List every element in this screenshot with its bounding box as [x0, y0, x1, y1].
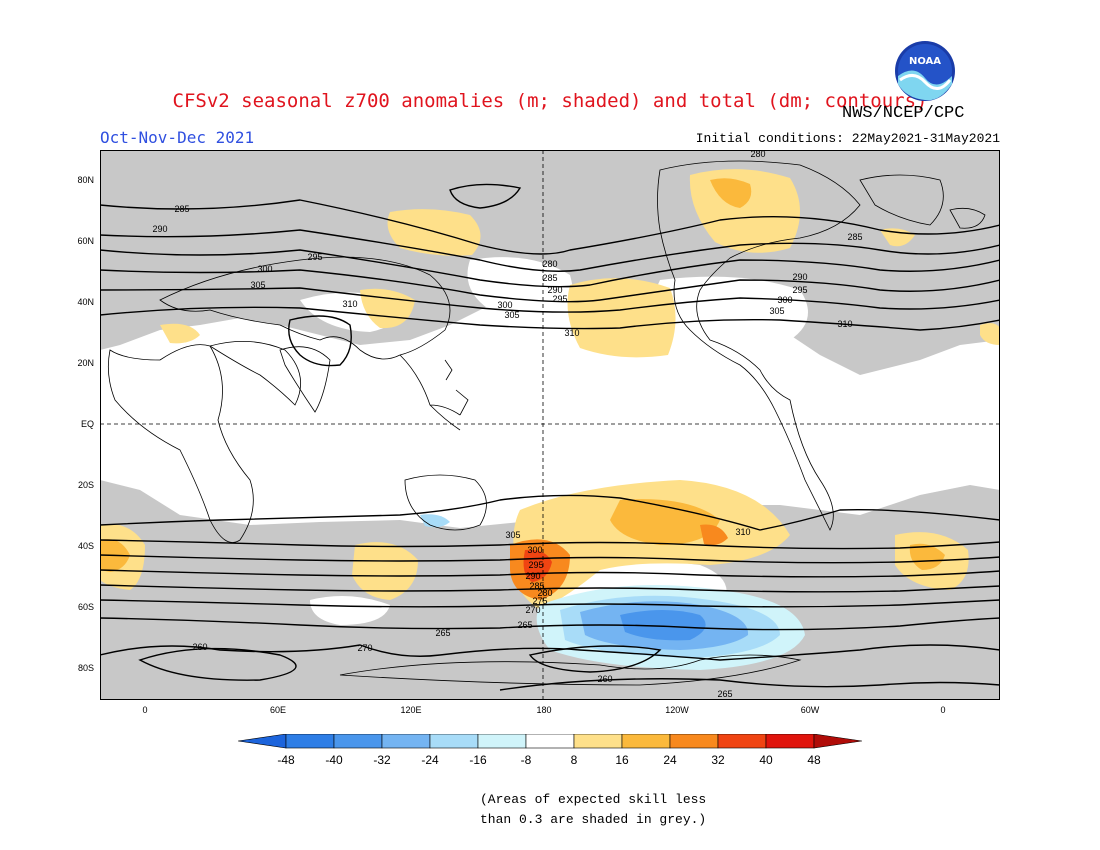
colorbar-segment: [573, 734, 623, 749]
contour-label: 290: [792, 272, 807, 282]
contour-label: 290: [547, 285, 562, 295]
lat-label: 20N: [77, 358, 94, 368]
colorbar-segment: [333, 734, 383, 749]
lon-label: 60E: [269, 705, 286, 715]
lat-label: 80S: [77, 663, 94, 673]
lon-label: 120W: [665, 705, 689, 715]
contour-label: 300: [777, 295, 792, 305]
contour-label: 275: [532, 596, 547, 606]
contour-label: 290: [152, 224, 167, 234]
contour-label: 295: [792, 285, 807, 295]
logo-text: NOAA: [909, 56, 941, 67]
colorbar-segment: [477, 734, 527, 749]
colorbar-segment: [621, 734, 671, 749]
lat-label: 40S: [77, 541, 94, 551]
lat-label: 40N: [77, 297, 94, 307]
contour-labels: 280 285 290 295 300 305 310 280 285 290 …: [152, 150, 862, 699]
agency-label: NWS/NCEP/CPC: [842, 104, 965, 123]
colorbar-tick-label: -48: [277, 753, 295, 767]
contour-label: 305: [250, 280, 265, 290]
colorbar: -48 -40 -32 -24 -16 -8 8 16 24 32 40 48: [238, 734, 862, 767]
contour-label: 280: [537, 588, 552, 598]
colorbar-segment: [285, 734, 335, 749]
contour-label: 300: [497, 300, 512, 310]
contour-label: 310: [735, 527, 750, 537]
noaa-logo: NOAA: [895, 41, 955, 101]
colorbar-tick-label: -40: [325, 753, 343, 767]
contour-label: 260: [597, 674, 612, 684]
contour-label: 300: [527, 545, 542, 555]
lon-label: 120E: [400, 705, 422, 715]
contour-label: 265: [435, 628, 450, 638]
contour-label: 310: [564, 328, 579, 338]
contour-label: 270: [525, 605, 540, 615]
contour-label: 295: [307, 252, 322, 262]
colorbar-segment: [813, 734, 862, 749]
initial-conditions: Initial conditions: 22May2021-31May2021: [695, 131, 1000, 146]
contour-label: 310: [342, 299, 357, 309]
lon-label: 0: [142, 705, 148, 715]
skill-note: (Areas of expected skill less: [480, 792, 707, 807]
lon-label: 60W: [800, 705, 820, 715]
lat-label: EQ: [80, 419, 94, 429]
colorbar-segment: [669, 734, 719, 749]
contour-label: 305: [769, 306, 784, 316]
contour-label: 295: [528, 560, 543, 570]
colorbar-tick-label: 48: [807, 753, 821, 767]
contour-label: 295: [552, 294, 567, 304]
contour-label: 300: [257, 264, 272, 274]
contour-label: 305: [505, 530, 520, 540]
contour-label: 290: [525, 571, 540, 581]
colorbar-segment: [381, 734, 431, 749]
colorbar-tick-label: 16: [615, 753, 629, 767]
colorbar-tick-label: -32: [373, 753, 391, 767]
reference-lines: [100, 150, 1000, 700]
lon-label: 180: [536, 705, 552, 715]
colorbar-tick-label: 40: [759, 753, 773, 767]
contour-label: 285: [542, 273, 557, 283]
lat-label: 60N: [77, 236, 94, 246]
colorbar-tick-label: -24: [421, 753, 439, 767]
contour-label: 285: [847, 232, 862, 242]
contour-label: 285: [529, 581, 544, 591]
map-panel: 280 285 290 295 300 305 310 280 285 290 …: [100, 150, 1000, 700]
contour-label: 270: [357, 643, 372, 653]
lat-label: 80N: [77, 175, 94, 185]
contour-label: 260: [192, 642, 207, 652]
contour-label: 265: [517, 620, 532, 630]
colorbar-tick-label: -16: [469, 753, 487, 767]
colorbar-segment: [717, 734, 767, 749]
lon-label: 0: [940, 705, 946, 715]
colorbar-tick-label: 32: [711, 753, 725, 767]
contour-label: 310: [837, 319, 852, 329]
colorbar-segment: [765, 734, 815, 749]
lat-label: 20S: [77, 480, 94, 490]
colorbar-tick-label: 8: [571, 753, 578, 767]
contour-label: 280: [750, 150, 765, 159]
skill-note: than 0.3 are shaded in grey.): [480, 812, 707, 827]
chart-title: CFSv2 seasonal z700 anomalies (m; shaded…: [172, 90, 928, 112]
colorbar-tick-label: 24: [663, 753, 677, 767]
lat-label: 60S: [77, 602, 94, 612]
colorbar-segment: [525, 734, 575, 749]
contour-label: 305: [504, 310, 519, 320]
forecast-period: Oct-Nov-Dec 2021: [100, 128, 255, 147]
contour-label: 280: [542, 259, 557, 269]
colorbar-segment: [238, 734, 287, 749]
coastlines: [107, 160, 986, 686]
contour-label: 285: [174, 204, 189, 214]
height-contours: [100, 183, 1000, 691]
positive-anomalies: [100, 169, 1000, 610]
colorbar-segment: [429, 734, 479, 749]
contour-label: 265: [717, 689, 732, 699]
colorbar-tick-label: -8: [521, 753, 532, 767]
